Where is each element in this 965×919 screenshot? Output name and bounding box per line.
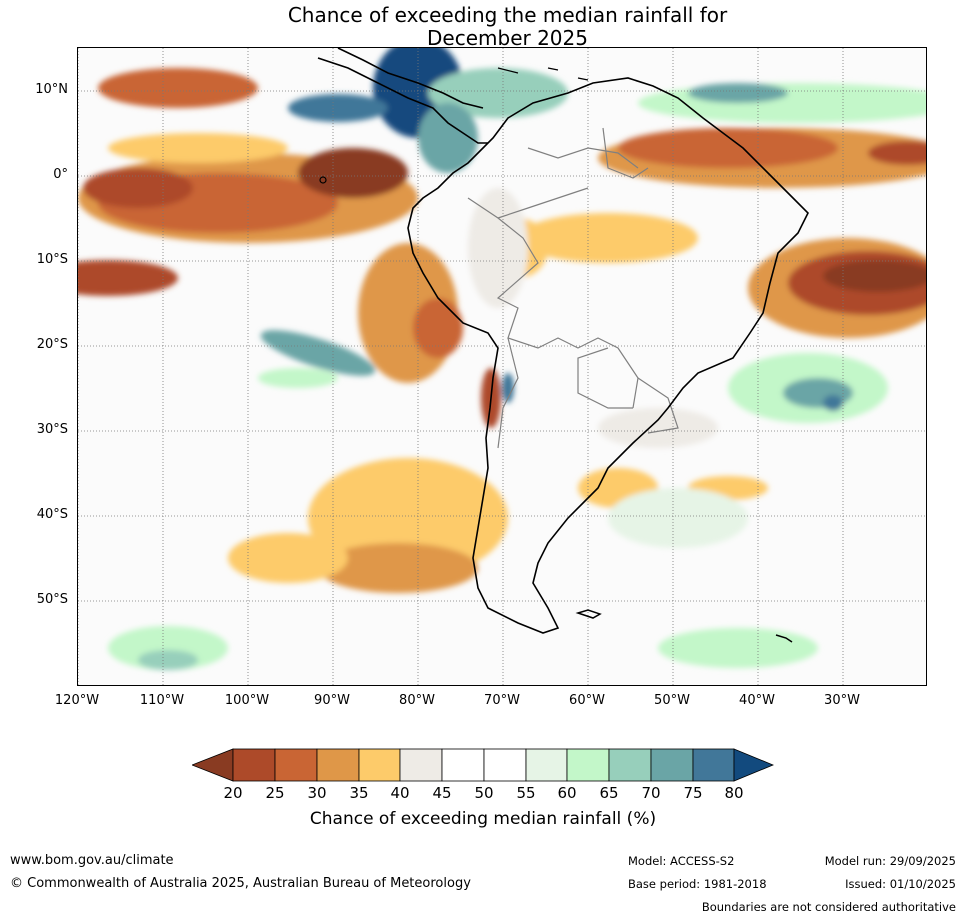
wet-area — [288, 94, 388, 122]
wet-area — [608, 488, 748, 548]
colorbar-tick: 70 — [641, 784, 661, 802]
lat-label-30s: 30°S — [36, 422, 68, 437]
dry-area — [83, 168, 193, 208]
issued-date: Issued: 01/10/2025 — [845, 877, 956, 891]
probability-field — [78, 48, 926, 670]
colorbar-bin-40-45 — [399, 748, 443, 782]
dry-area — [98, 68, 258, 108]
wet-area — [108, 626, 228, 670]
dry-area — [413, 298, 463, 358]
chart-title: Chance of exceeding the median rainfall … — [0, 4, 965, 50]
lon-label-70w: 70°W — [484, 693, 520, 708]
wet-area — [823, 395, 843, 411]
base-period: Base period: 1981-2018 — [628, 877, 767, 891]
lat-label-20s: 20°S — [36, 337, 68, 352]
lon-label-80w: 80°W — [399, 693, 435, 708]
dry-area — [108, 133, 288, 163]
rainfall-map-svg — [78, 48, 926, 685]
colorbar-bin-75-80 — [692, 748, 735, 782]
lon-label-90w: 90°W — [314, 693, 350, 708]
colorbar-label: Chance of exceeding median rainfall (%) — [309, 809, 657, 829]
dry-area — [298, 148, 408, 198]
dry-area — [228, 533, 348, 583]
south-georgia-coastline — [775, 634, 793, 643]
colorbar-tick: 20 — [223, 784, 243, 802]
colorbar-bin-45-50 — [441, 748, 485, 782]
wet-area — [138, 650, 198, 670]
lon-label-100w: 100°W — [224, 693, 270, 708]
colorbar-bin-20-25 — [232, 748, 276, 782]
country-borders — [467, 127, 679, 449]
wet-area — [258, 368, 338, 388]
title-line-1: Chance of exceeding the median rainfall … — [287, 3, 728, 27]
model-run-date: Model run: 29/09/2025 — [824, 854, 956, 868]
wet-area — [688, 83, 788, 103]
wet-area — [428, 68, 568, 118]
colorbar-tick: 65 — [599, 784, 619, 802]
colorbar-tick: 40 — [390, 784, 410, 802]
colorbar-tick: 60 — [557, 784, 577, 802]
lon-label-110w: 110°W — [139, 693, 185, 708]
dry-area — [868, 141, 926, 165]
colorbar — [192, 748, 774, 782]
lat-label-50s: 50°S — [36, 592, 68, 607]
colorbar-high-extend — [733, 748, 774, 782]
dry-area — [518, 213, 698, 263]
lat-label-10s: 10°S — [36, 252, 68, 267]
colorbar-bin-50-55 — [483, 748, 527, 782]
lat-label-40s: 40°S — [36, 507, 68, 522]
caribbean-islands — [497, 67, 589, 81]
rainfall-map — [77, 47, 927, 686]
dry-area — [618, 128, 838, 168]
wet-area — [418, 103, 478, 173]
dry-area — [78, 260, 178, 296]
falklands-coastline — [575, 609, 602, 619]
copyright-text: © Commonwealth of Australia 2025, Austra… — [10, 876, 471, 891]
lon-label-60w: 60°W — [569, 693, 605, 708]
colorbar-bin-30-35 — [316, 748, 360, 782]
colorbar-bin-60-65 — [566, 748, 610, 782]
colorbar-bin-70-75 — [650, 748, 694, 782]
lon-label-40w: 40°W — [739, 693, 775, 708]
galapagos-islands — [319, 176, 327, 184]
lat-label-0: 0° — [53, 167, 68, 182]
lon-label-30w: 30°W — [824, 693, 860, 708]
lat-label-10n: 10°N — [35, 82, 68, 97]
neutral-area — [598, 408, 718, 448]
website-link[interactable]: www.bom.gov.au/climate — [10, 853, 174, 868]
colorbar-bin-25-30 — [274, 748, 318, 782]
wet-area — [502, 373, 514, 403]
lon-label-50w: 50°W — [654, 693, 690, 708]
wet-area — [260, 330, 376, 376]
colorbar-tick: 30 — [307, 784, 327, 802]
wet-area — [658, 628, 818, 668]
colorbar-bin-35-40 — [358, 748, 401, 782]
lon-label-120w: 120°W — [54, 693, 100, 708]
colorbar-tick: 45 — [432, 784, 452, 802]
boundary-disclaimer: Boundaries are not considered authoritat… — [701, 900, 956, 914]
dry-area — [823, 260, 926, 292]
colorbar-tick: 25 — [265, 784, 285, 802]
colorbar-tick: 50 — [474, 784, 494, 802]
colorbar-low-extend — [192, 748, 234, 782]
dry-area — [318, 543, 478, 593]
colorbar-bin-55-60 — [525, 748, 568, 782]
colorbar-tick: 35 — [349, 784, 369, 802]
colorbar-tick: 55 — [516, 784, 536, 802]
central-america-coastline — [317, 48, 488, 144]
colorbar-tick: 80 — [724, 784, 744, 802]
model-name: Model: ACCESS-S2 — [628, 854, 735, 868]
colorbar-bin-65-70 — [608, 748, 652, 782]
graticule — [78, 48, 926, 685]
colorbar-tick: 75 — [683, 784, 703, 802]
title-line-2: December 2025 — [427, 26, 588, 50]
south-america-coastline — [407, 77, 809, 634]
neutral-area — [468, 188, 528, 308]
